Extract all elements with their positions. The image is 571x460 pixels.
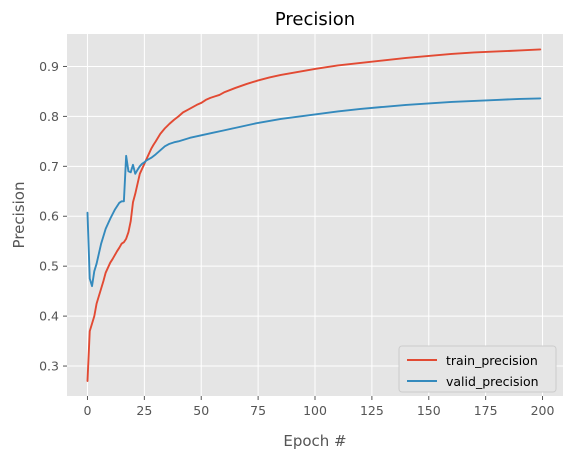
x-tick-label: 150 [417,403,441,418]
y-axis-label: Precision [10,182,28,249]
x-tick-label: 100 [303,403,327,418]
x-tick-label: 175 [474,403,498,418]
valid-precision-line [86,97,542,288]
tick-layer: 0 25 50 75 100 125 150 175 200 0.3 0.4 0.5 0.6 0.7 0.8… [39,59,554,418]
y-tick-label: 0.8 [39,109,59,124]
chart-title: Precision [275,9,355,30]
legend-valid-label: valid_precision [446,374,539,389]
legend-train-label: train_precision [446,353,538,368]
legend: train_precision valid_precision [398,345,557,393]
legend-box [398,345,557,393]
x-axis-label: Epoch # [283,432,346,450]
x-tick-label: 125 [360,403,384,418]
y-tick-label: 0.5 [39,259,59,274]
x-tick-label: 25 [136,403,152,418]
series-layer [86,48,542,382]
x-tick-label: 200 [531,403,555,418]
y-tick-label: 0.3 [39,359,59,374]
y-tick-label: 0.6 [39,209,59,224]
x-tick-label: 0 [84,403,92,418]
y-tick-label: 0.4 [39,309,59,324]
y-tick-label: 0.7 [39,159,59,174]
y-tick-label: 0.9 [39,59,59,74]
x-tick-label: 50 [193,403,209,418]
x-tick-label: 75 [250,403,266,418]
train-precision-line [86,48,542,382]
